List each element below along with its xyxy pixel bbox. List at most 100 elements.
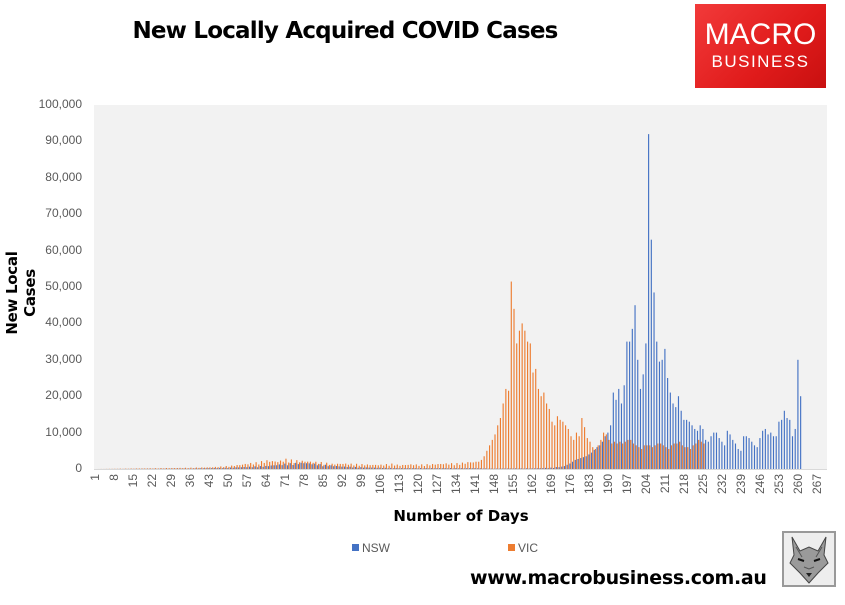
bar <box>497 425 499 469</box>
bar <box>290 459 292 469</box>
bar <box>206 467 208 469</box>
bar <box>406 468 408 469</box>
bar <box>616 443 618 469</box>
x-tick-label: 134 <box>449 474 464 495</box>
bar <box>651 447 654 469</box>
logo-line2: BUSINESS <box>711 52 810 71</box>
bar <box>319 464 321 469</box>
bar <box>594 448 597 469</box>
bar <box>231 465 233 469</box>
bar <box>335 466 337 469</box>
bar <box>445 463 447 469</box>
bar <box>521 323 523 469</box>
x-axis-line <box>94 469 827 470</box>
bar <box>483 456 485 469</box>
y-tick-label: 30,000 <box>45 351 82 366</box>
bar <box>646 445 648 469</box>
y-tick-label: 0 <box>75 461 82 475</box>
bar <box>759 438 761 469</box>
bar <box>593 449 595 469</box>
bar <box>441 468 443 469</box>
bar <box>240 467 242 469</box>
bar <box>592 447 594 469</box>
bar <box>499 418 501 469</box>
x-tick-label: 36 <box>183 474 198 488</box>
x-tick-label: 141 <box>468 474 483 495</box>
x-tick-label: 120 <box>411 474 426 495</box>
bar <box>141 468 143 469</box>
bar <box>619 441 621 469</box>
x-tick-label: 113 <box>392 474 407 494</box>
bar <box>710 436 712 469</box>
bar <box>339 463 341 469</box>
bar <box>688 421 690 469</box>
bar <box>535 368 537 469</box>
bar <box>596 447 598 469</box>
bar <box>152 468 154 469</box>
bar <box>542 468 544 469</box>
bar <box>419 468 422 469</box>
bar <box>232 467 234 469</box>
bar <box>273 465 275 469</box>
bar <box>800 396 802 469</box>
bar <box>146 468 149 469</box>
bar <box>247 464 249 469</box>
bar <box>320 461 322 469</box>
bar <box>224 467 226 469</box>
x-tick-label: 260 <box>791 474 806 495</box>
bar <box>762 430 764 469</box>
bar <box>440 463 442 469</box>
bar <box>171 467 173 469</box>
bar <box>209 467 211 469</box>
bar <box>696 430 699 469</box>
bar <box>357 467 359 469</box>
bar <box>467 462 469 469</box>
y-tick-label: 60,000 <box>45 242 82 257</box>
x-tick-label: 253 <box>772 474 787 495</box>
macrobusiness-logo[interactable]: MACRO BUSINESS <box>695 4 826 88</box>
bar <box>246 467 248 469</box>
bar <box>371 467 373 469</box>
bar <box>506 468 509 469</box>
bar <box>528 468 530 469</box>
bar <box>222 467 225 469</box>
website-url[interactable]: www.macrobusiness.com.au <box>470 567 767 589</box>
bar <box>260 461 263 469</box>
bar <box>775 436 777 469</box>
bar <box>662 445 664 469</box>
bar <box>266 460 268 469</box>
bar <box>343 466 346 469</box>
x-tick-label: 78 <box>297 474 312 488</box>
x-tick-label: 218 <box>677 474 692 495</box>
bar <box>505 388 507 469</box>
bar <box>702 428 704 469</box>
bar <box>233 466 235 469</box>
bar <box>333 466 335 469</box>
bar <box>588 454 590 469</box>
bar <box>323 464 325 469</box>
bar <box>734 443 737 469</box>
bar <box>509 468 511 469</box>
bar <box>331 463 333 469</box>
bar <box>198 467 200 469</box>
bar <box>219 467 221 469</box>
bar <box>572 461 574 469</box>
bar <box>724 445 726 469</box>
bar <box>327 466 329 469</box>
bar <box>296 460 298 469</box>
bar <box>393 465 396 469</box>
bar <box>415 464 417 469</box>
bar <box>437 464 439 469</box>
bar <box>639 388 642 469</box>
bar <box>582 457 585 469</box>
bar <box>165 468 168 469</box>
bar <box>451 463 453 469</box>
bar <box>658 361 661 469</box>
bar <box>220 466 222 469</box>
bar <box>452 468 454 469</box>
bar <box>536 468 538 469</box>
bar <box>472 462 474 469</box>
bar <box>265 465 267 469</box>
bar <box>200 468 202 469</box>
bar <box>352 467 354 469</box>
